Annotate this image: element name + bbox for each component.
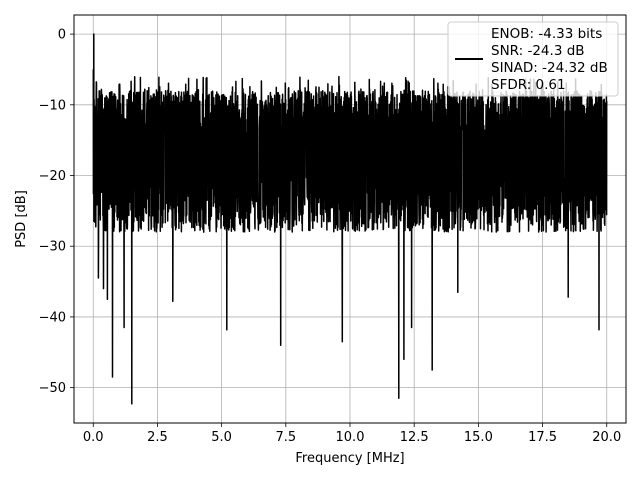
x-tick-label: 0.0: [83, 430, 104, 445]
legend: ENOB: -4.33 bits SNR: -24.3 dB SINAD: -2…: [447, 21, 619, 97]
psd-series-line: [92, 33, 608, 405]
legend-entry-sinad: SINAD: -24.32 dB: [491, 60, 608, 76]
y-tick-label: 0: [58, 28, 66, 43]
x-tick-label: 7.5: [275, 430, 296, 445]
y-tick-label: −30: [39, 240, 66, 255]
y-axis-label: PSD [dB]: [14, 190, 29, 248]
x-axis-ticks: 0.0 2.5 5.0 7.5 10.0 12.5 15.0 17.5 20.0: [83, 423, 621, 445]
y-axis-ticks: 0 −10 −20 −30 −40 −50: [39, 28, 74, 396]
x-tick-label: 15.0: [464, 430, 493, 445]
y-tick-label: −20: [39, 169, 66, 184]
legend-entry-enob: ENOB: -4.33 bits: [491, 26, 602, 42]
plot-area: [92, 33, 608, 405]
y-tick-label: −50: [39, 381, 66, 396]
legend-entry-sfdr: SFDR: 0.61: [491, 77, 566, 93]
x-axis-label: Frequency [MHz]: [295, 451, 404, 466]
y-tick-label: −10: [39, 98, 66, 113]
x-tick-label: 5.0: [211, 430, 232, 445]
legend-box: [447, 21, 619, 97]
x-tick-label: 10.0: [336, 430, 365, 445]
x-tick-label: 2.5: [147, 430, 168, 445]
legend-entry-snr: SNR: -24.3 dB: [491, 43, 585, 59]
x-tick-label: 17.5: [528, 430, 557, 445]
x-tick-label: 20.0: [592, 430, 621, 445]
x-tick-label: 12.5: [400, 430, 429, 445]
y-tick-label: −40: [39, 310, 66, 325]
